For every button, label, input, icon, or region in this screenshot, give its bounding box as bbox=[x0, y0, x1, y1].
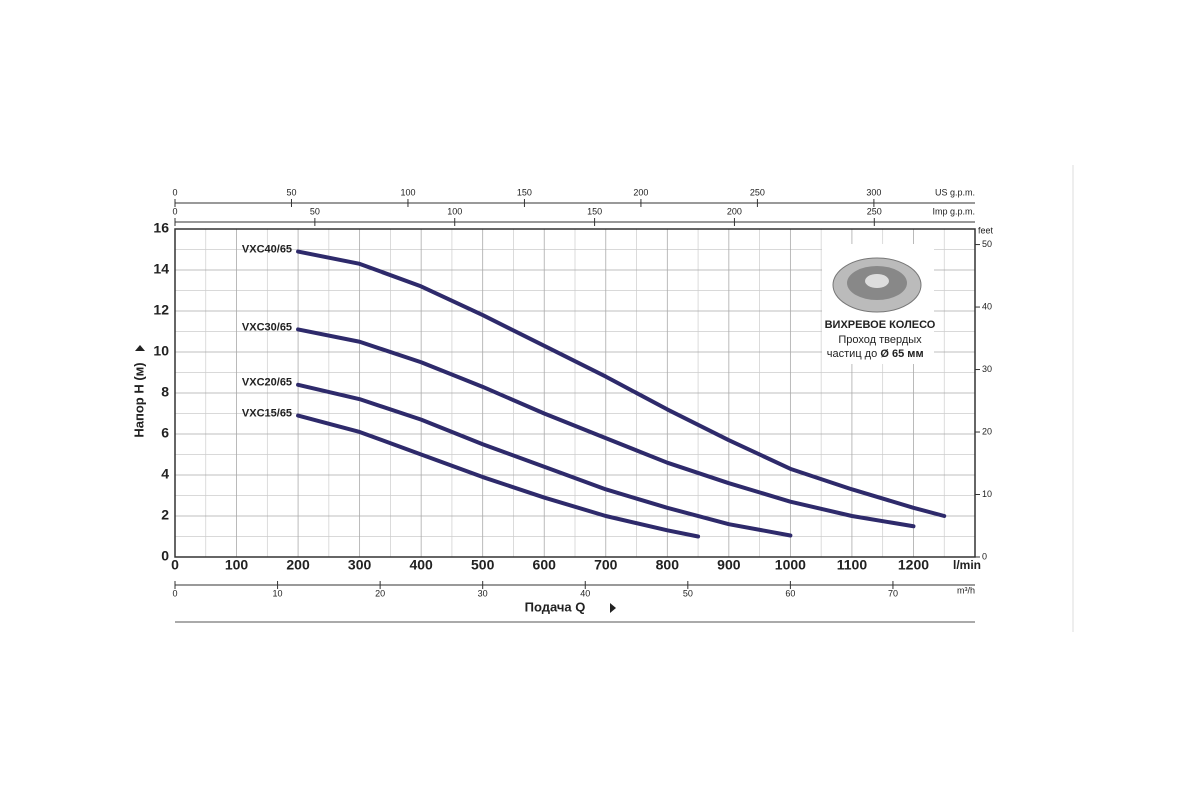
y2-tick-label: 40 bbox=[982, 301, 992, 311]
inset-text: Проход твердых bbox=[838, 334, 922, 346]
impeller-icon bbox=[865, 274, 889, 288]
x-tick-label: 800 bbox=[656, 557, 680, 573]
top-tick-label: 150 bbox=[587, 206, 602, 216]
x-tick-label: 1200 bbox=[898, 557, 929, 573]
top-axis-unit: US g.p.m. bbox=[935, 187, 975, 197]
curve bbox=[296, 327, 916, 529]
x-tick-label: 300 bbox=[348, 557, 372, 573]
top-tick-label: 50 bbox=[310, 206, 320, 216]
curve bbox=[296, 382, 793, 538]
y-tick-label: 6 bbox=[161, 425, 169, 441]
top-tick-label: 200 bbox=[727, 206, 742, 216]
y-tick-label: 14 bbox=[153, 261, 169, 277]
x-tick-label: 1000 bbox=[775, 557, 806, 573]
top-tick-label: 100 bbox=[400, 187, 415, 197]
x-tick-label: 400 bbox=[409, 557, 433, 573]
bottom-tick-label: 20 bbox=[375, 588, 385, 598]
inset-text: частиц до bbox=[827, 348, 877, 360]
bottom-tick-label: 70 bbox=[888, 588, 898, 598]
top-tick-label: 150 bbox=[517, 187, 532, 197]
top-tick-label: 0 bbox=[172, 206, 177, 216]
top-tick-label: 250 bbox=[867, 206, 882, 216]
curve-label: VXC15/65 bbox=[242, 407, 292, 419]
x-tick-label: 500 bbox=[471, 557, 495, 573]
y-tick-label: 0 bbox=[161, 548, 169, 564]
x-tick-label: 600 bbox=[533, 557, 557, 573]
top-tick-label: 250 bbox=[750, 187, 765, 197]
y-tick-label: 10 bbox=[153, 343, 169, 359]
bottom-tick-label: 40 bbox=[580, 588, 590, 598]
top-tick-label: 100 bbox=[447, 206, 462, 216]
curve-label: VXC20/65 bbox=[242, 377, 292, 389]
y2-tick-label: 20 bbox=[982, 426, 992, 436]
y-tick-label: 2 bbox=[161, 507, 169, 523]
y-tick-label: 12 bbox=[153, 302, 169, 318]
y2-tick-label: 0 bbox=[982, 551, 987, 561]
y-axis-title: Напор H (м) bbox=[131, 362, 146, 437]
top-tick-label: 50 bbox=[286, 187, 296, 197]
top-axis-unit: Imp g.p.m. bbox=[932, 206, 975, 216]
impeller-inset: ВИХРЕВОЕ КОЛЕСО Проход твердых частиц до… bbox=[822, 244, 936, 364]
arrow-icon bbox=[610, 603, 616, 613]
x-tick-label: 900 bbox=[717, 557, 741, 573]
inset-text: Ø 65 мм bbox=[880, 348, 923, 360]
bottom-tick-label: 30 bbox=[478, 588, 488, 598]
arrow-icon bbox=[135, 345, 145, 351]
x-axis-title: Подача Q bbox=[525, 599, 586, 614]
x-unit: l/min bbox=[953, 558, 981, 572]
y-tick-label: 16 bbox=[153, 220, 169, 236]
x-tick-label: 700 bbox=[594, 557, 618, 573]
inset-title: ВИХРЕВОЕ КОЛЕСО bbox=[825, 319, 936, 331]
top-tick-label: 0 bbox=[172, 187, 177, 197]
curve bbox=[296, 413, 701, 539]
curve-label: VXC30/65 bbox=[242, 321, 292, 333]
y-tick-label: 4 bbox=[161, 466, 169, 482]
x-tick-label: 1100 bbox=[837, 557, 868, 573]
bottom-tick-label: 50 bbox=[683, 588, 693, 598]
curve bbox=[296, 249, 947, 518]
x-tick-label: 0 bbox=[171, 557, 179, 573]
bottom-tick-label: 0 bbox=[172, 588, 177, 598]
y2-tick-label: 10 bbox=[982, 489, 992, 499]
y2-tick-label: 50 bbox=[982, 239, 992, 249]
y2-tick-label: 30 bbox=[982, 364, 992, 374]
top-tick-label: 200 bbox=[633, 187, 648, 197]
y2-axis-title: feet bbox=[978, 225, 994, 235]
bottom-tick-label: 60 bbox=[785, 588, 795, 598]
y-tick-label: 8 bbox=[161, 384, 169, 400]
bottom-axis-unit: m³/h bbox=[957, 585, 975, 595]
x-tick-label: 200 bbox=[286, 557, 310, 573]
curve-label: VXC40/65 bbox=[242, 243, 292, 255]
x-tick-label: 100 bbox=[225, 557, 249, 573]
plot-frame bbox=[174, 228, 976, 558]
bottom-tick-label: 10 bbox=[273, 588, 283, 598]
top-tick-label: 300 bbox=[866, 187, 881, 197]
